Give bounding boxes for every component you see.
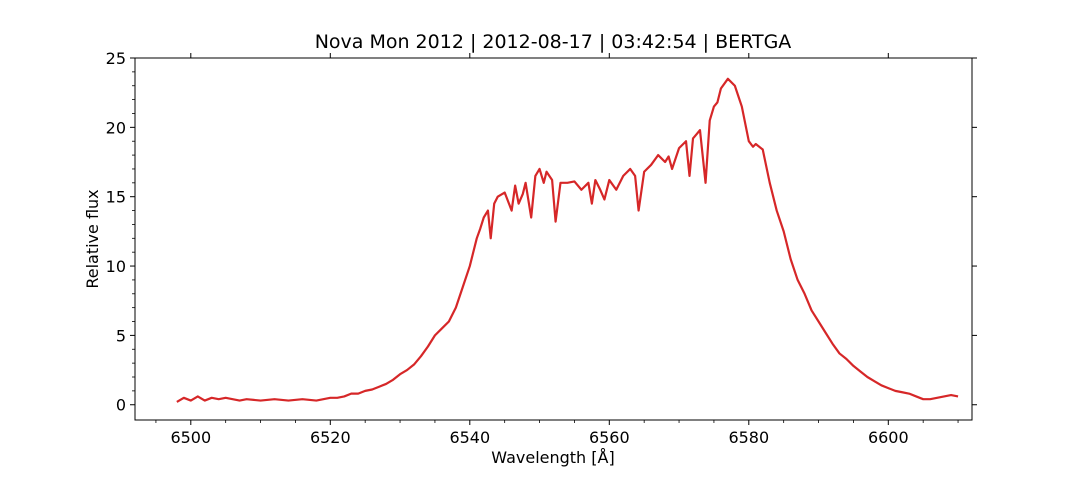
y-tick-label: 15 [106, 188, 126, 207]
axis-ticks: 6500 6520 6540 6560 6580 6600 0 5 10 15 20 25 [106, 49, 977, 447]
y-axis-title: Relative flux [83, 189, 102, 288]
plot-area [176, 77, 959, 403]
y-tick-label: 5 [116, 326, 126, 345]
chart-title: Nova Mon 2012 | 2012-08-17 | 03:42:54 | … [315, 31, 792, 53]
x-tick-label: 6600 [868, 428, 909, 447]
series-line-0 [176, 77, 959, 403]
x-tick-label: 6560 [589, 428, 630, 447]
x-axis-title: Wavelength [Å] [491, 448, 614, 467]
x-tick-label: 6580 [728, 428, 769, 447]
y-tick-label: 0 [116, 396, 126, 415]
y-tick-label: 10 [106, 257, 126, 276]
x-tick-label: 6500 [170, 428, 211, 447]
y-tick-label: 20 [106, 118, 126, 137]
x-tick-label: 6520 [310, 428, 351, 447]
y-tick-label: 25 [106, 49, 126, 68]
x-tick-label: 6540 [449, 428, 490, 447]
plot-frame [134, 57, 973, 421]
